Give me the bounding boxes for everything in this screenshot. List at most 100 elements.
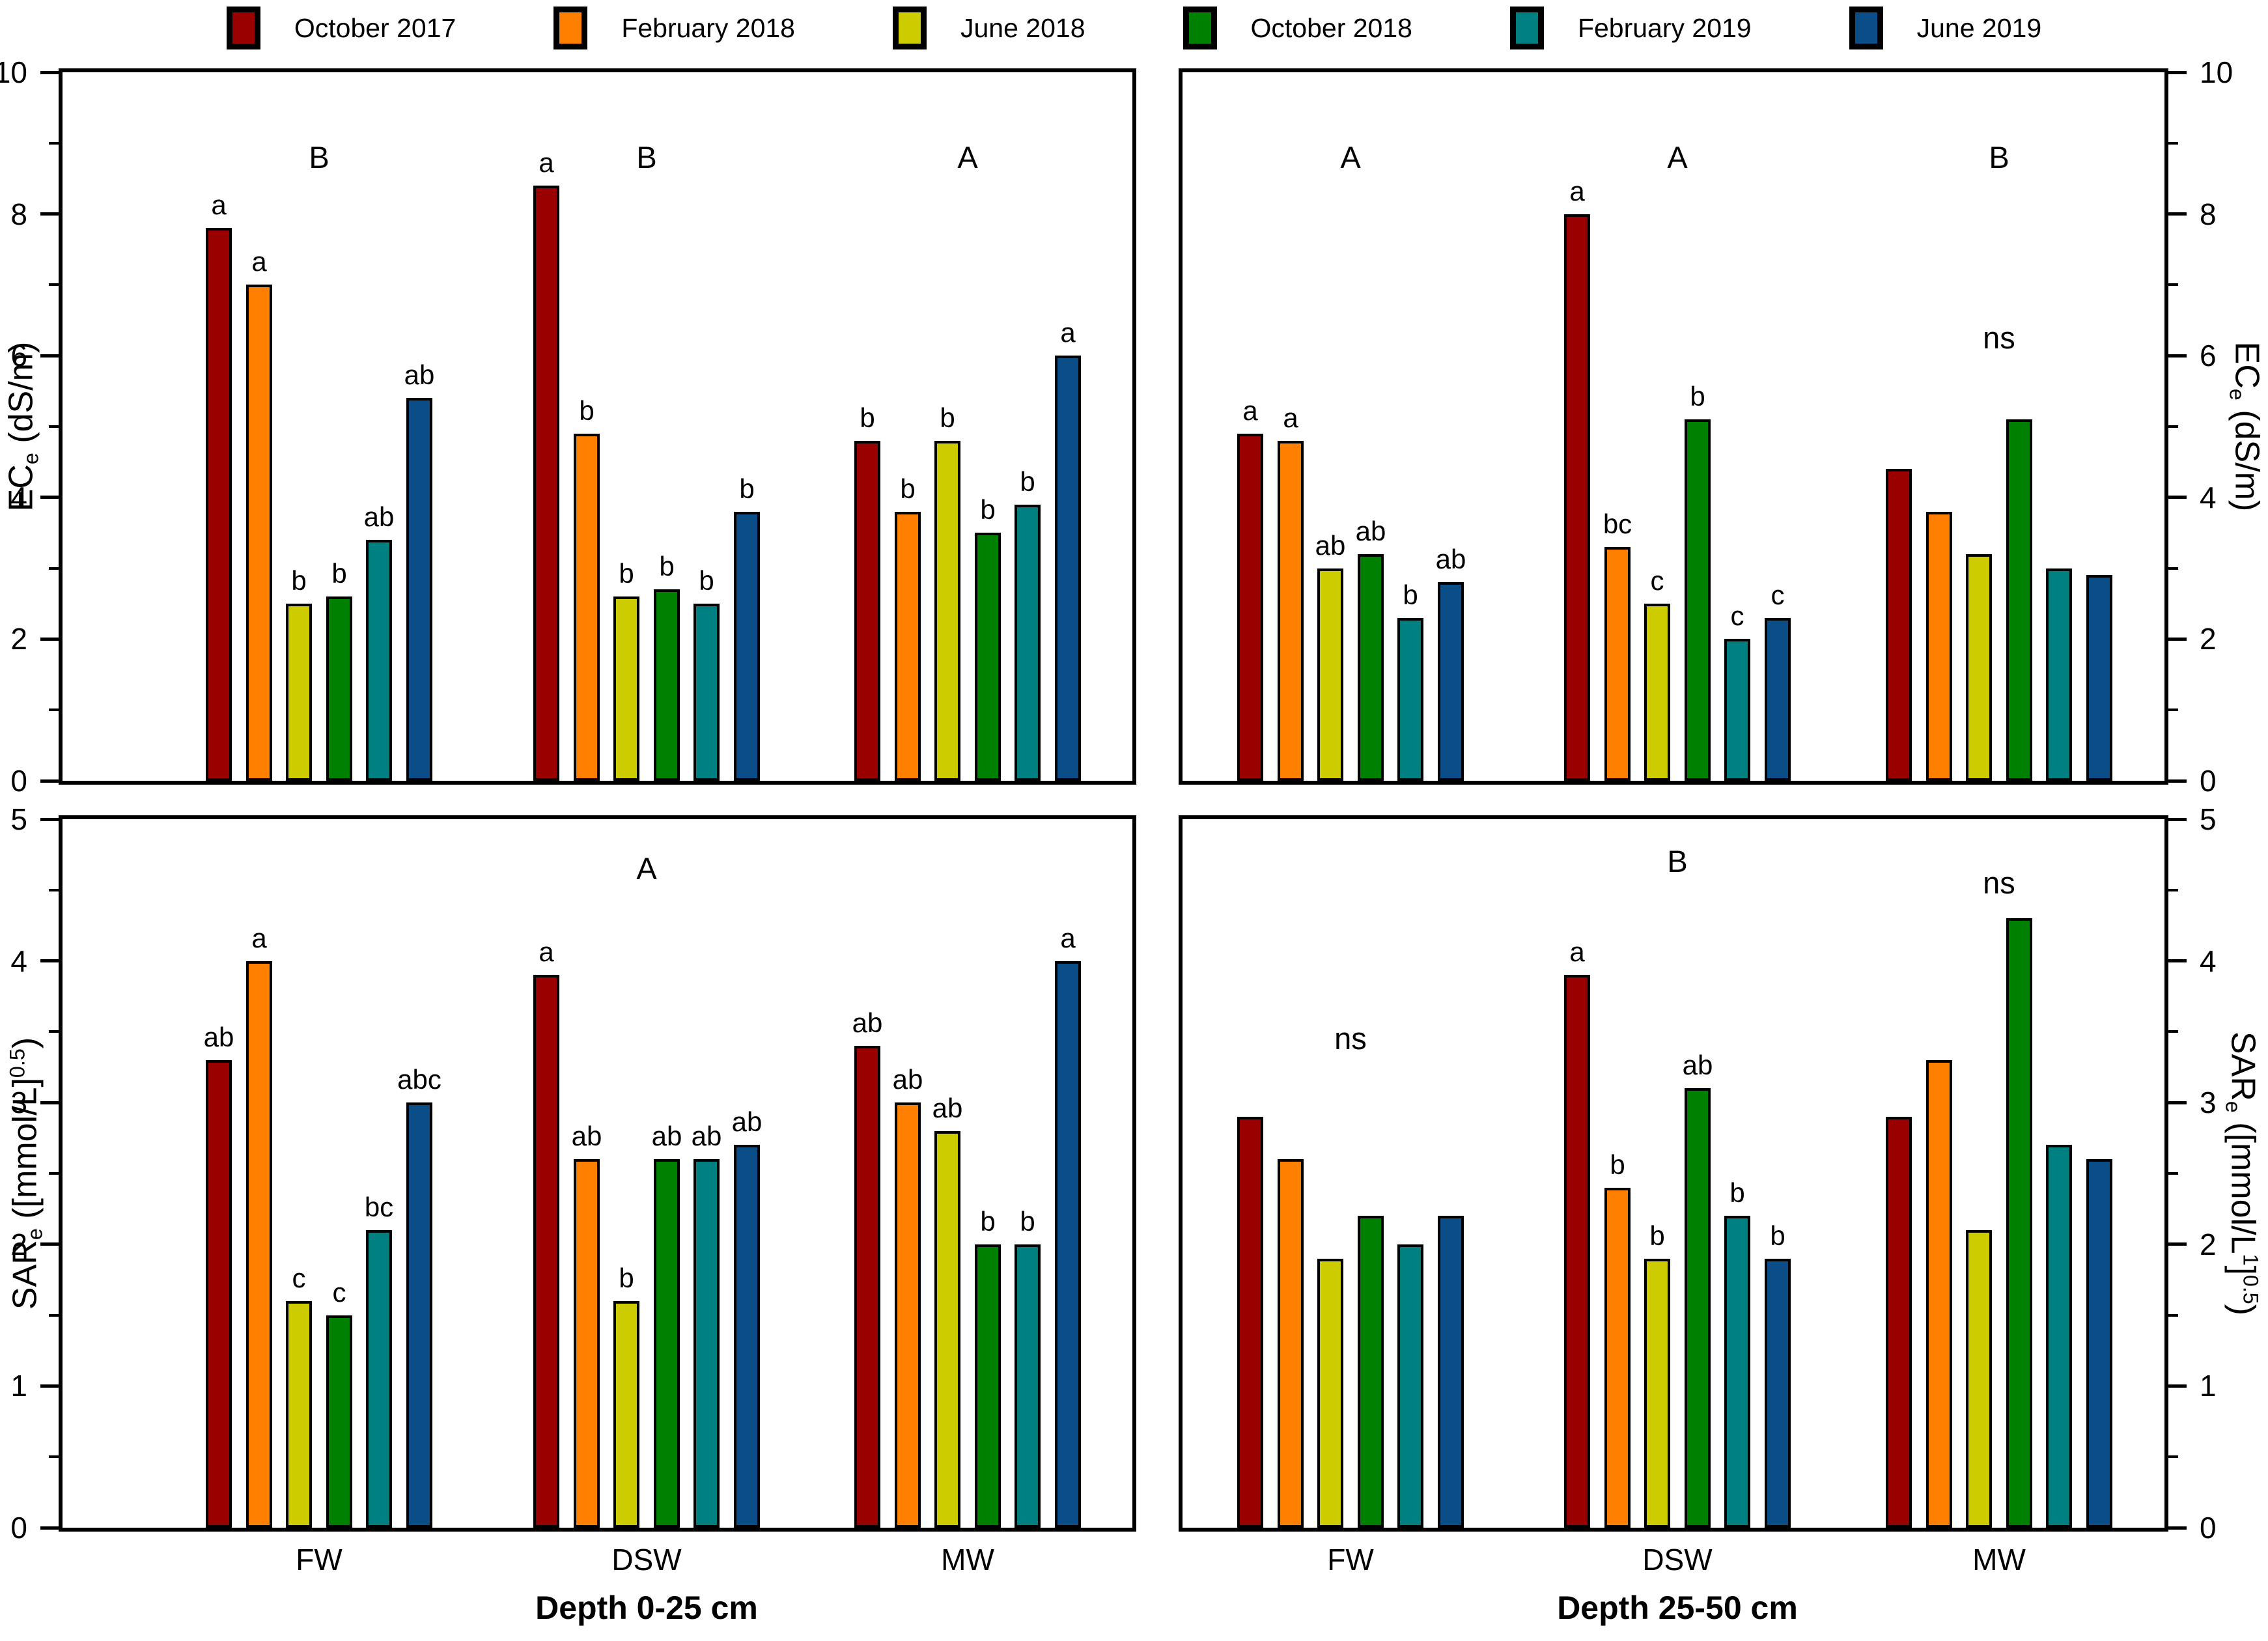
y-tick-label: 2 xyxy=(2200,622,2217,656)
y-tick xyxy=(40,959,59,963)
bar-ece-depth-25-50-fw-5 xyxy=(1438,582,1464,781)
panel-annotation: B xyxy=(309,139,329,175)
significance-letter: ab xyxy=(1682,1050,1713,1081)
significance-letter: b xyxy=(940,402,955,433)
significance-letter: a xyxy=(1242,395,1258,426)
y-tick xyxy=(2168,496,2187,499)
axis-title-segment: (dS/m) xyxy=(2228,400,2266,512)
bar-ece-depth-25-50-fw-2 xyxy=(1317,568,1343,781)
y-tick xyxy=(40,70,59,74)
y-tick-label: 1 xyxy=(2200,1369,2217,1403)
y-tick xyxy=(2168,1384,2187,1388)
bar-sare-depth-0-25-mw-0 xyxy=(854,1046,880,1528)
y-tick-label: 3 xyxy=(10,1086,27,1120)
y-tick-label: 5 xyxy=(10,802,27,836)
axis-title-segment: 0.5 xyxy=(5,1048,29,1078)
y-tick xyxy=(2168,959,2187,963)
bar-ece-depth-0-25-mw-4 xyxy=(1015,504,1041,781)
y-minor-tick xyxy=(2168,1313,2178,1317)
panel-annotation: ns xyxy=(1983,320,2015,355)
y-tick-label: 10 xyxy=(2200,55,2233,89)
axis-title-segment: (dS/m) xyxy=(2,341,40,453)
significance-letter: a xyxy=(1060,922,1076,953)
y-axis-title-ece-depth-0-25: ECe (dS/m) xyxy=(2,341,48,512)
significance-letter: ab xyxy=(203,1021,234,1052)
bar-sare-depth-0-25-fw-4 xyxy=(366,1230,392,1528)
bar-ece-depth-25-50-mw-5 xyxy=(2086,575,2112,781)
significance-letter: ab xyxy=(571,1121,602,1152)
bar-ece-depth-25-50-fw-0 xyxy=(1237,433,1263,781)
y-tick-label: 1 xyxy=(10,1369,27,1403)
significance-letter: b xyxy=(659,551,675,582)
y-tick xyxy=(40,637,59,641)
axis-title-segment: e xyxy=(2225,388,2249,400)
significance-letter: ab xyxy=(651,1121,682,1152)
legend-entry: June 2019 xyxy=(1849,7,2041,49)
bar-sare-depth-25-50-mw-0 xyxy=(1886,1116,1912,1528)
significance-letter: b xyxy=(1610,1149,1625,1180)
bar-ece-depth-0-25-mw-0 xyxy=(854,440,880,781)
bar-sare-depth-0-25-dsw-0 xyxy=(533,975,559,1528)
panel-annotation: A xyxy=(636,851,657,886)
panel-annotation: ns xyxy=(1334,1021,1367,1056)
y-tick-label: 0 xyxy=(2200,764,2217,798)
y-tick-label: 0 xyxy=(10,764,27,798)
bar-ece-depth-0-25-fw-4 xyxy=(366,540,392,781)
legend-swatch-icon xyxy=(1183,7,1217,49)
significance-letter: a xyxy=(211,189,227,221)
bar-ece-depth-0-25-mw-2 xyxy=(934,440,960,781)
legend: October 2017 February 2018 June 2018 Octobe… xyxy=(0,7,2268,49)
panel-annotation: ns xyxy=(1983,865,2015,900)
legend-swatch-icon xyxy=(892,7,927,49)
depth-title-left: Depth 0-25 cm xyxy=(535,1590,758,1626)
legend-label: October 2017 xyxy=(294,12,456,43)
significance-letter: b xyxy=(900,473,916,504)
legend-swatch-icon xyxy=(1509,7,1544,49)
significance-letter: b xyxy=(699,565,714,596)
significance-letter: bc xyxy=(1603,508,1632,539)
y-tick xyxy=(2168,1242,2187,1246)
x-category-label-mw: MW xyxy=(1972,1543,2026,1577)
bar-ece-depth-25-50-fw-4 xyxy=(1397,617,1423,781)
bar-sare-depth-0-25-mw-3 xyxy=(975,1244,1001,1528)
significance-letter: b xyxy=(1020,466,1035,497)
y-tick xyxy=(40,779,59,783)
bar-sare-depth-0-25-mw-1 xyxy=(895,1102,921,1528)
legend-label: February 2019 xyxy=(1577,12,1752,43)
legend-label: October 2018 xyxy=(1250,12,1412,43)
y-tick-label: 6 xyxy=(2200,339,2217,373)
significance-letter: b xyxy=(619,558,634,589)
bar-sare-depth-0-25-mw-5 xyxy=(1055,961,1081,1528)
bar-sare-depth-25-50-dsw-4 xyxy=(1724,1216,1750,1528)
y-minor-tick xyxy=(2168,888,2178,891)
significance-letter: abc xyxy=(397,1064,441,1095)
bar-sare-depth-25-50-mw-5 xyxy=(2086,1159,2112,1528)
bar-ece-depth-0-25-dsw-2 xyxy=(613,596,639,781)
bar-ece-depth-0-25-fw-5 xyxy=(406,398,432,781)
significance-letter: a xyxy=(1569,936,1585,968)
axis-title-segment: 1 xyxy=(2239,1254,2263,1266)
axis-title-segment: ) xyxy=(6,1037,44,1049)
significance-letter: ab xyxy=(1315,529,1346,561)
y-tick xyxy=(40,212,59,216)
y-tick-label: 8 xyxy=(2200,197,2217,231)
bar-sare-depth-25-50-fw-0 xyxy=(1237,1116,1263,1528)
x-category-label-fw: FW xyxy=(296,1543,343,1577)
significance-letter: b xyxy=(1690,381,1705,412)
significance-letter: b xyxy=(739,473,755,504)
y-tick xyxy=(40,354,59,358)
y-minor-tick xyxy=(2168,425,2178,428)
bar-ece-depth-25-50-mw-3 xyxy=(2006,419,2032,781)
y-minor-tick xyxy=(49,1313,59,1317)
y-tick xyxy=(40,1242,59,1246)
panel-ece-depth-25-50 xyxy=(1179,68,2168,785)
y-tick-label: 4 xyxy=(10,944,27,978)
bar-sare-depth-0-25-fw-0 xyxy=(206,1059,232,1528)
bar-sare-depth-25-50-fw-1 xyxy=(1278,1159,1304,1528)
bar-sare-depth-25-50-fw-4 xyxy=(1397,1244,1423,1528)
significance-letter: c xyxy=(1650,565,1664,596)
significance-letter: ab xyxy=(932,1092,963,1123)
significance-letter: b xyxy=(980,1205,996,1237)
y-tick xyxy=(2168,70,2187,74)
bar-ece-depth-0-25-dsw-0 xyxy=(533,186,559,781)
